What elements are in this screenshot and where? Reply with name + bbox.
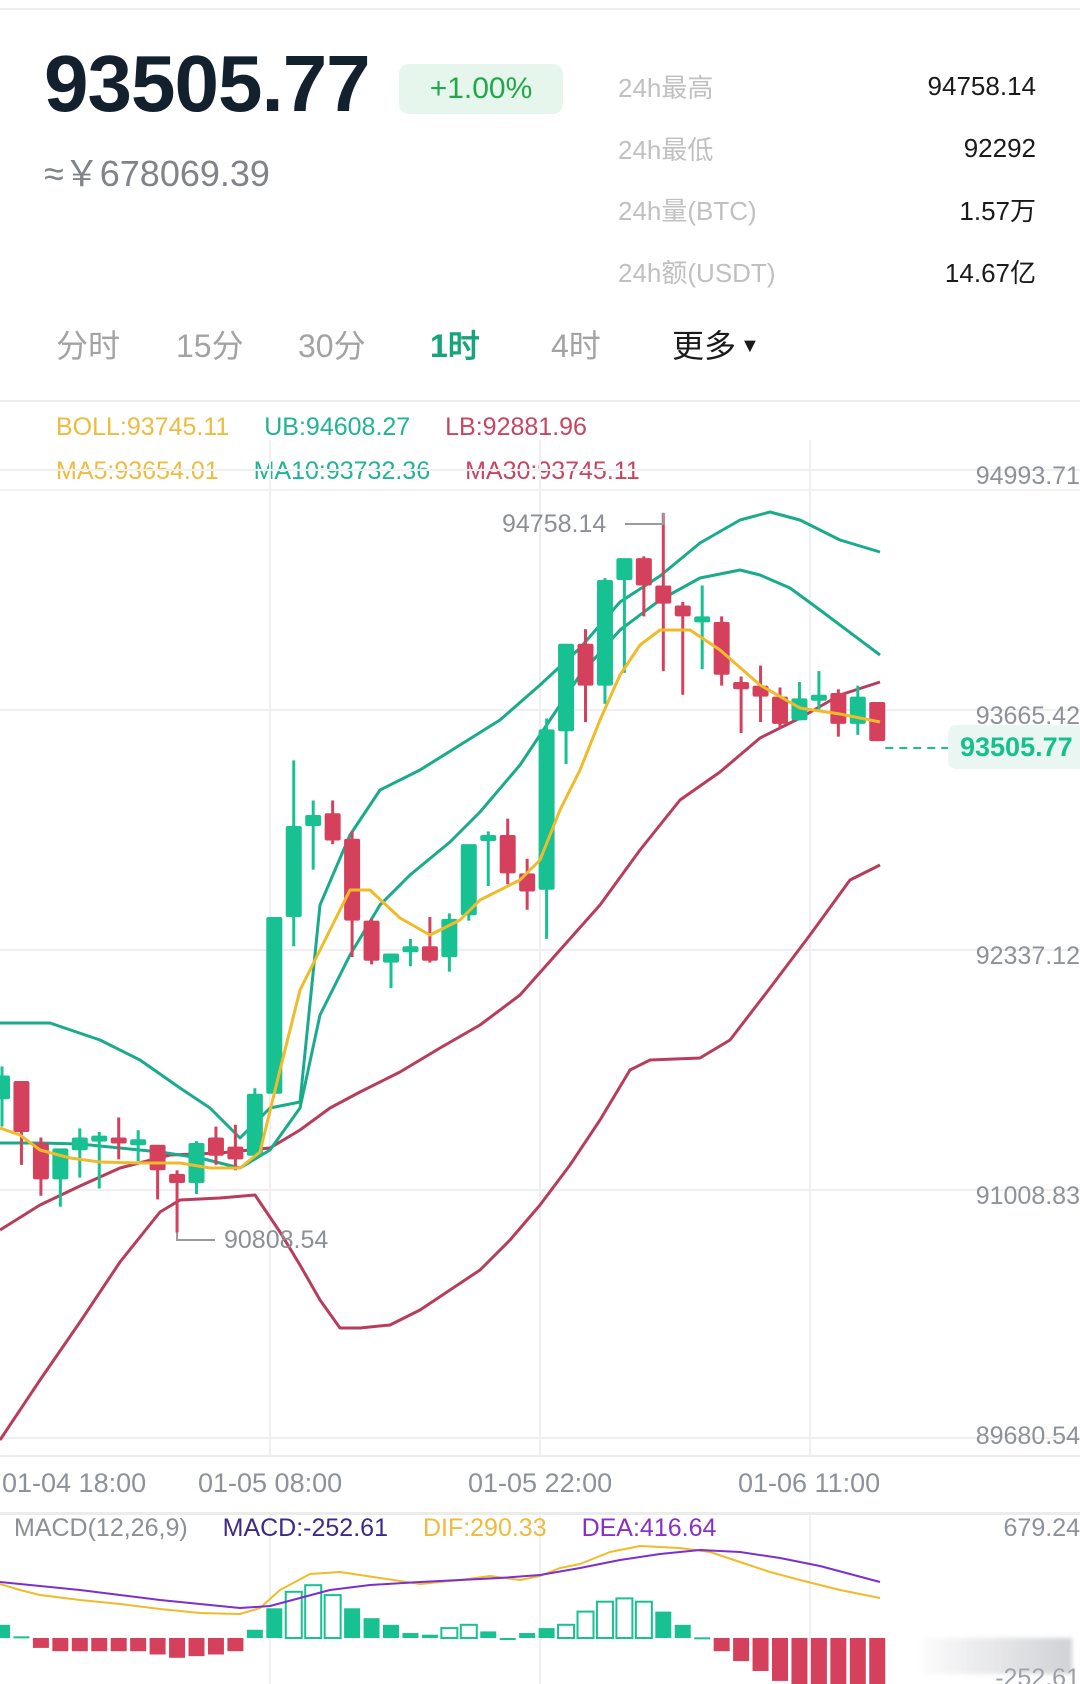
macd-title: MACD(12,26,9) xyxy=(14,1514,188,1542)
stat-24h-volume: 24h量(BTC) 1.57万 xyxy=(618,179,1036,241)
stat-label: 24h量(BTC) xyxy=(618,196,757,227)
time-axis-divider xyxy=(0,1455,1080,1457)
time-axis-label: 01-06 11:00 xyxy=(738,1468,881,1498)
stat-24h-high: 24h最高 94758.14 xyxy=(618,56,1036,118)
dif-value: DIF:290.33 xyxy=(422,1514,547,1542)
boll-value: BOLL:93745.11 xyxy=(56,413,230,441)
tab-30m[interactable]: 30分 xyxy=(298,328,366,364)
tab-4h[interactable]: 4时 xyxy=(551,328,601,364)
price-axis-label: 93665.42 xyxy=(975,702,1080,730)
price-axis-label: 91008.83 xyxy=(975,1182,1080,1210)
tab-1h[interactable]: 1时 xyxy=(430,328,480,364)
macd-legend: MACD(12,26,9) MACD:-252.61 DIF:290.33 DE… xyxy=(14,1516,744,1541)
stat-label: 24h额(USDT) xyxy=(618,257,776,288)
macd-divider xyxy=(0,1512,1080,1515)
tab-15m[interactable]: 15分 xyxy=(176,328,244,364)
stat-value: 14.67亿 xyxy=(944,257,1036,288)
lb-value: LB:92881.96 xyxy=(445,413,587,441)
last-price-tag: 93505.77 xyxy=(948,725,1080,769)
last-price: 93505.77 xyxy=(44,39,371,128)
stat-value: 94758.14 xyxy=(927,71,1036,102)
cny-price: ≈￥678069.39 xyxy=(44,153,270,194)
watermark xyxy=(922,1638,1072,1674)
stat-label: 24h最高 xyxy=(618,73,714,104)
price-axis-label: 94993.71 xyxy=(975,462,1080,490)
time-axis-label: 01-05 08:00 xyxy=(198,1468,343,1498)
dea-value: DEA:416.64 xyxy=(581,1514,717,1542)
interval-tabs: 分时 15分 30分 1时 4时 更多 ▼ xyxy=(0,320,1080,382)
low-marker-label: 90808.54 xyxy=(224,1226,329,1254)
caret-down-icon: ▼ xyxy=(740,335,760,357)
price-axis-label: 92337.12 xyxy=(975,942,1080,970)
stat-label: 24h最低 xyxy=(618,134,714,165)
stat-value: 1.57万 xyxy=(959,196,1036,227)
tab-timeshare[interactable]: 分时 xyxy=(56,328,121,364)
macd-value: MACD:-252.61 xyxy=(222,1514,388,1542)
ub-value: UB:94608.27 xyxy=(264,413,411,441)
top-divider xyxy=(0,8,1080,10)
stat-24h-turnover: 24h额(USDT) 14.67亿 xyxy=(618,241,1036,303)
change-percent-badge: +1.00% xyxy=(399,64,563,114)
boll-legend: BOLL:93745.11 UB:94608.27 LB:92881.96 xyxy=(56,415,615,440)
stat-value: 92292 xyxy=(963,132,1036,163)
price-axis-label: 89680.54 xyxy=(975,1422,1080,1450)
time-axis-label: 01-04 18:00 xyxy=(2,1468,147,1498)
stat-24h-low: 24h最低 92292 xyxy=(618,118,1036,180)
tab-more-label: 更多 xyxy=(672,328,737,364)
chart-top-divider xyxy=(0,400,1080,402)
time-axis-label: 01-05 22:00 xyxy=(468,1468,613,1498)
tab-more[interactable]: 更多 ▼ xyxy=(672,330,760,362)
24h-stats: 24h最高 94758.14 24h最低 92292 24h量(BTC) 1.5… xyxy=(618,56,1036,302)
high-marker-label: 94758.14 xyxy=(502,510,607,538)
macd-axis-top: 679.24 xyxy=(1003,1514,1080,1542)
